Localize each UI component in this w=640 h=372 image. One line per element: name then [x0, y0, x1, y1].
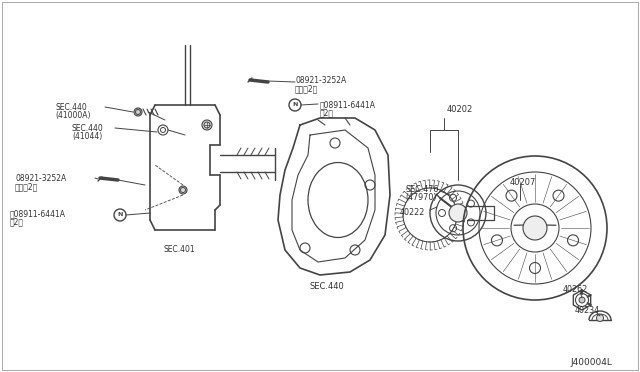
- Circle shape: [202, 120, 212, 130]
- Text: 08921-3252A: 08921-3252A: [15, 174, 67, 183]
- Text: （2）: （2）: [320, 108, 334, 117]
- Circle shape: [134, 108, 142, 116]
- Text: 40262: 40262: [563, 285, 588, 294]
- Circle shape: [114, 209, 126, 221]
- Text: ⓝ08911-6441A: ⓝ08911-6441A: [10, 209, 66, 218]
- Text: 08921-3252A: 08921-3252A: [295, 76, 346, 85]
- Text: ピン（2）: ピン（2）: [15, 182, 38, 191]
- Text: J400004L: J400004L: [570, 358, 612, 367]
- Text: SEC.401: SEC.401: [163, 245, 195, 254]
- Text: SEC.440: SEC.440: [55, 103, 87, 112]
- Circle shape: [523, 216, 547, 240]
- Text: SEC.476: SEC.476: [405, 185, 438, 194]
- Text: 40222: 40222: [400, 208, 426, 217]
- Text: N: N: [117, 212, 123, 218]
- Circle shape: [289, 99, 301, 111]
- Circle shape: [579, 297, 585, 303]
- Text: 40207: 40207: [510, 178, 536, 187]
- Text: ⓝ08911-6441A: ⓝ08911-6441A: [320, 100, 376, 109]
- Text: (47970): (47970): [405, 193, 436, 202]
- Text: (41000A): (41000A): [55, 111, 90, 120]
- Text: SEC.440: SEC.440: [72, 124, 104, 133]
- Text: (41044): (41044): [72, 132, 102, 141]
- Text: N: N: [292, 103, 298, 108]
- Circle shape: [179, 186, 187, 194]
- Text: 40234: 40234: [575, 306, 600, 315]
- Text: 40202: 40202: [447, 105, 473, 114]
- Circle shape: [596, 314, 604, 321]
- Circle shape: [449, 204, 467, 222]
- Text: （2）: （2）: [10, 217, 24, 226]
- Text: SEC.440: SEC.440: [310, 282, 345, 291]
- Text: ピン（2）: ピン（2）: [295, 84, 318, 93]
